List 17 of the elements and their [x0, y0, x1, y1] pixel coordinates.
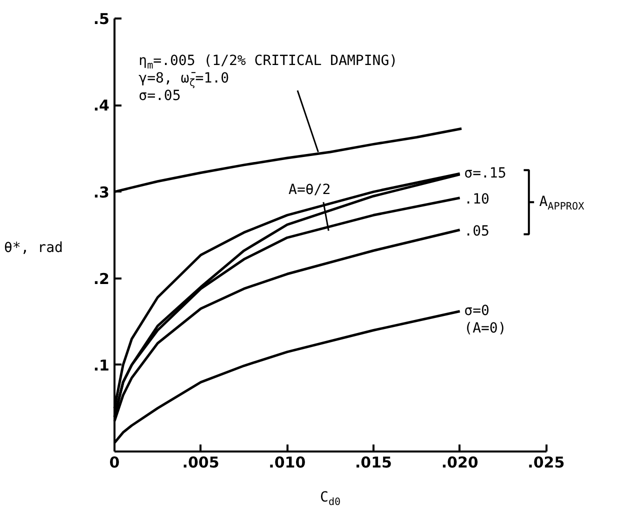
x-tick-label: .010 [268, 453, 306, 472]
series-label: .05 [464, 223, 490, 240]
y-tick-label: .4 [93, 96, 110, 115]
y-tick-label: .1 [93, 356, 110, 374]
annotation: A=θ/2 [288, 182, 331, 198]
x-tick-label: .020 [441, 453, 478, 472]
y-tick-label: .5 [93, 10, 110, 28]
x-tick-label: .005 [182, 453, 220, 472]
y-tick-label: .3 [93, 183, 110, 202]
x-tick-label: .015 [354, 453, 392, 472]
x-tick-label: 0 [109, 453, 120, 472]
y-axis-title: θ*, rad [4, 240, 63, 256]
x-tick-label: .025 [528, 453, 565, 472]
series-label: σ=0 (A=0) [464, 303, 506, 337]
y-tick-label: .2 [93, 270, 110, 288]
series-label: σ=.15 [464, 166, 506, 182]
series-label: .10 [464, 191, 490, 208]
